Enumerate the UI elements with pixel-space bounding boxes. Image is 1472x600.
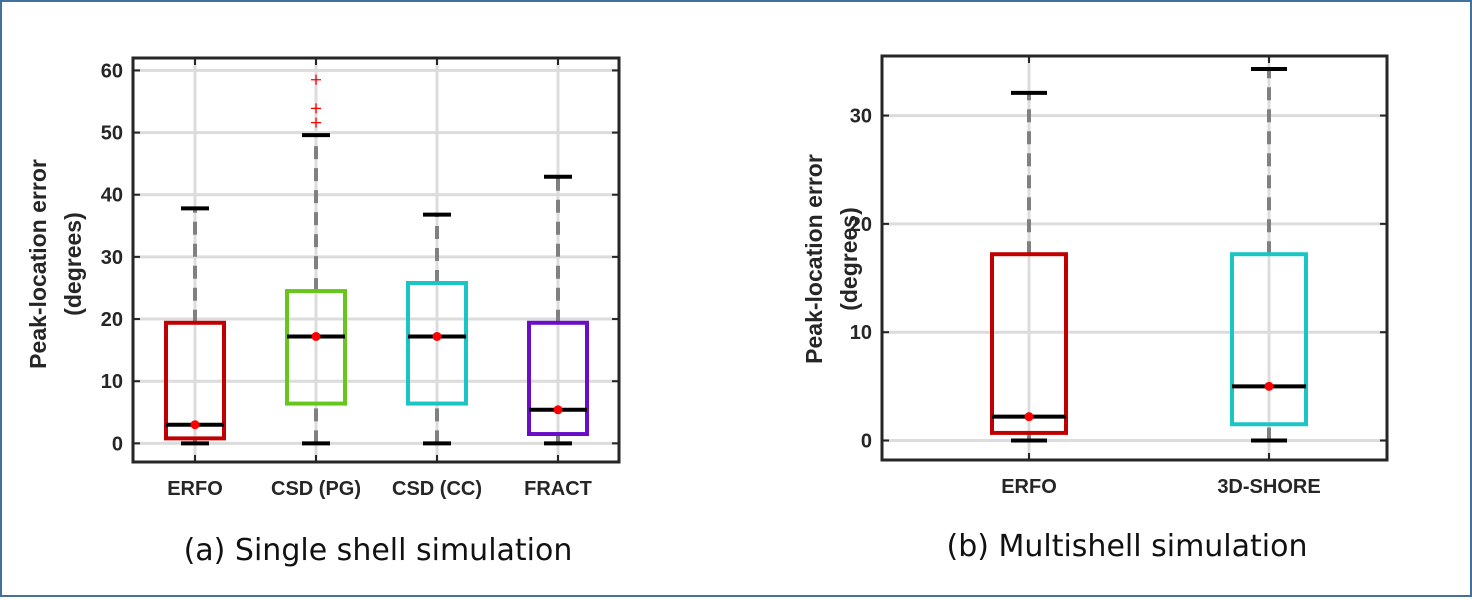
mean-marker <box>1264 381 1274 391</box>
chart1-box-fract <box>527 174 589 446</box>
chart1-xtick-label: CSD (PG) <box>271 478 361 500</box>
mean-marker <box>432 331 442 341</box>
mean-marker <box>311 331 321 341</box>
outlier-marker <box>311 103 321 114</box>
chart2-ylabel-line2: (degrees) <box>836 207 862 311</box>
chart2-axes-box <box>880 54 1389 462</box>
iqr-box <box>1230 252 1308 427</box>
chart1-ylabel-line1: Peak-location error <box>25 159 51 369</box>
chart2-box-3d-shore <box>1230 66 1308 443</box>
chart2-ytick-label: 10 <box>850 322 872 344</box>
mean-marker <box>553 405 563 415</box>
chart2-ytick-label: 20 <box>850 214 872 236</box>
iqr-box <box>285 289 347 406</box>
chart2-xtick-label: 3D-SHORE <box>1217 476 1320 498</box>
chart1-xtick-label: ERFO <box>167 478 223 500</box>
iqr-box <box>990 252 1068 435</box>
outlier-marker <box>311 117 321 128</box>
iqr-box <box>164 320 226 441</box>
chart2-ytick-label: 30 <box>850 106 872 128</box>
chart1-caption: (a) Single shell simulation <box>184 533 573 568</box>
mean-marker <box>1024 412 1034 422</box>
chart2-box-erfo <box>990 90 1068 443</box>
chart1-xtick-label: CSD (CC) <box>392 478 482 500</box>
chart1-axes-box <box>131 56 621 464</box>
chart1-box-erfo <box>164 206 226 446</box>
chart1-ytick-label: 50 <box>101 123 123 145</box>
chart1-box-csd-cc <box>406 212 468 446</box>
chart1-ytick-label: 40 <box>101 185 123 207</box>
chart2-xtick-label: ERFO <box>1001 476 1057 498</box>
outlier-marker <box>311 74 321 85</box>
chart2-ytick-label: 0 <box>861 431 872 453</box>
chart1-box-csd-pg <box>285 74 347 446</box>
chart2-ylabel-line1: Peak-location error <box>801 154 827 364</box>
mean-marker <box>190 420 200 430</box>
chart2-group: 0 10 20 30 ERFO 3D-SHORE Peak-location error (d… <box>801 54 1389 564</box>
chart2-caption: (b) Multishell simulation <box>946 529 1307 564</box>
chart1-ytick-label: 10 <box>101 371 123 393</box>
chart1-ytick-label: 60 <box>101 60 123 82</box>
chart1-ytick-label: 20 <box>101 309 123 331</box>
iqr-box <box>406 280 468 406</box>
chart1-ylabel-line2: (degrees) <box>60 212 86 316</box>
chart1-ytick-label: 30 <box>101 247 123 269</box>
iqr-box <box>527 320 589 437</box>
chart1-ytick-label: 0 <box>112 433 123 455</box>
chart1-xtick-label: FRACT <box>524 478 592 500</box>
chart1-group: 0 10 20 30 40 50 60 ERFO CSD (PG) CSD (CC) FRACT Pe… <box>25 56 621 568</box>
